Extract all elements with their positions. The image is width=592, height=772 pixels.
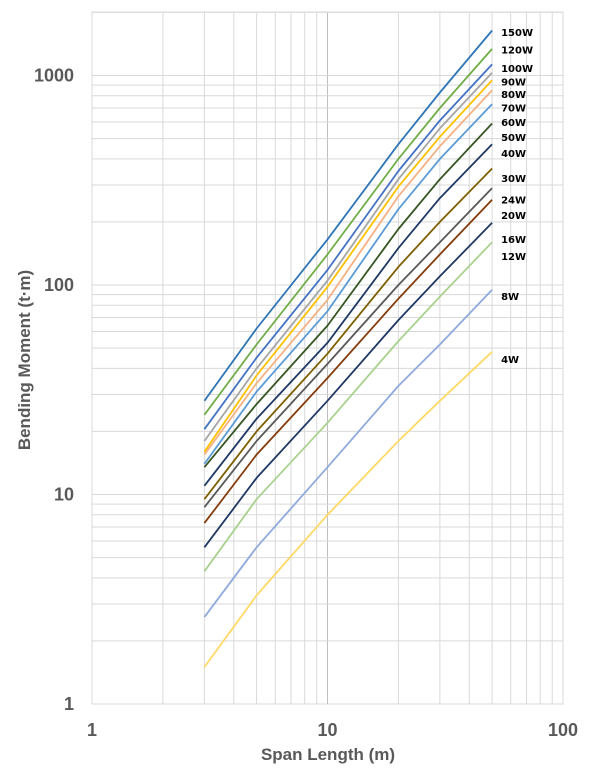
series-line-8w [203,289,493,618]
series-line-150w [203,29,493,402]
y-tick-label: 100 [44,275,74,295]
x-tick-label: 1 [87,720,97,740]
series-label-100w: 100W [501,64,533,75]
series-line-90w [203,72,493,442]
series-line-50w [203,122,493,468]
series-label-20w: 20W [501,211,526,222]
series-line-20w [203,199,493,524]
x-axis-title: Span Length (m) [261,745,395,764]
y-tick-label: 1000 [34,66,74,86]
x-tick-label: 10 [317,720,337,740]
series-label-120w: 120W [501,46,533,57]
tick-labels: 1 10 100 1 10 100 1000 [34,66,578,741]
series-line-120w [203,48,493,416]
series-label-50w: 50W [501,133,526,144]
gridlines [92,11,563,704]
series-line-80w [203,79,493,453]
series-label-30w: 30W [501,174,526,185]
series-label-8w: 8W [501,292,519,303]
y-axis-title: Bending Moment (t·m) [15,270,34,450]
series-line-100w [203,63,493,430]
y-tick-label: 1 [64,694,74,714]
series-lines [203,29,493,668]
series-label-60w: 60W [501,118,526,129]
series-label-70w: 70W [501,103,526,114]
series-label-150w: 150W [501,28,533,39]
series-label-12w: 12W [501,252,526,263]
series-label-80w: 80W [501,90,526,101]
series-label-16w: 16W [501,235,526,246]
series-line-40w [203,143,493,487]
series-line-24w [203,187,493,508]
series-label-24w: 24W [501,195,526,206]
series-line-12w [203,241,493,572]
series-label-40w: 40W [501,149,526,160]
series-line-16w [203,222,493,548]
series-label-90w: 90W [501,78,526,89]
x-tick-label: 100 [548,720,578,740]
series-line-30w [203,167,493,500]
series-line-60w [203,103,493,465]
series-line-4w [203,351,493,668]
y-tick-label: 10 [54,485,74,505]
series-label-4w: 4W [501,355,519,366]
series-line-70w [203,89,493,456]
